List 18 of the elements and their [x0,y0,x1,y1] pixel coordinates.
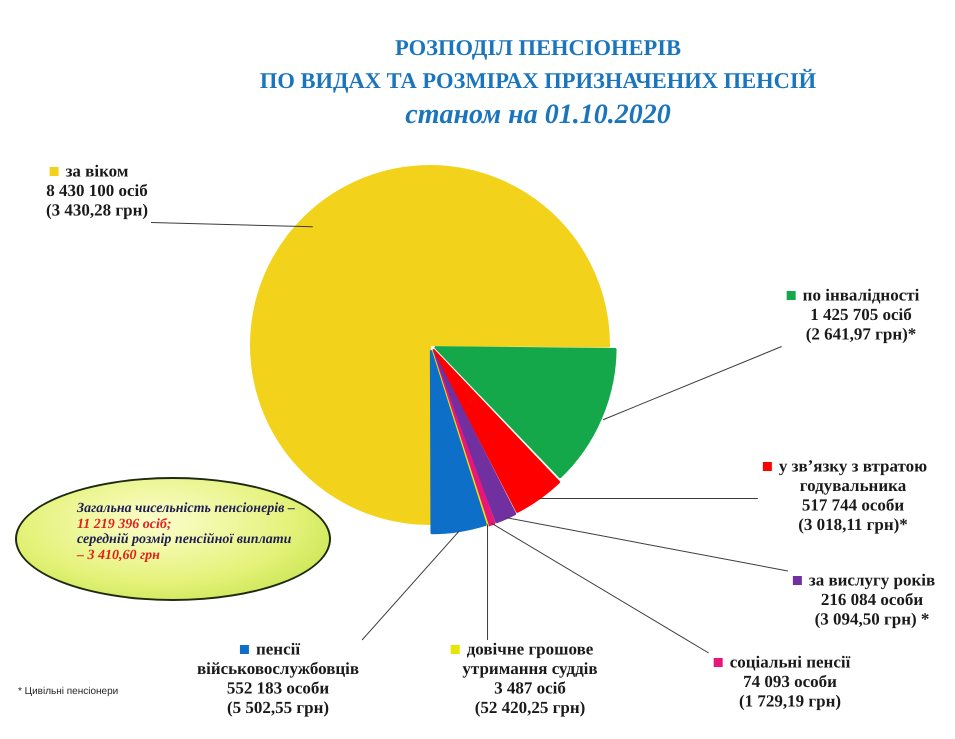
text: * Цивільні пенсіонери [18,686,118,697]
legend-label: довічне грошове утримання суддів [462,640,598,678]
data-label: 74 093 особи (1 729,19 грн) [738,672,842,710]
data-label: 517 744 особи (3 018,11 грн)* [798,496,908,534]
ellipse-callout: Загальна чисельність пенсіонерів – 11 219 396 осіб; середній розмір пенсійної виплати – 3 410,60 грн [15,477,331,601]
data-label: 552 183 особи (5 502,55 грн) [226,678,330,717]
data-label: 216 084 особи (3 094,50 грн) * [814,590,930,628]
data-label: 1 425 705 осіб (2 641,97 грн)* [806,305,916,344]
legend-label: у зв’язку з втратою годувальника [778,456,928,495]
legend-label: пенсії військовослужбовців [196,640,360,678]
legend-label: за віком [66,162,129,180]
data-label: 8 430 100 осіб (3 430,28 грн) [46,181,148,220]
chart-title: РОЗПОДІЛ ПЕНСІОНЕРІВ ПО ВИДАХ ТА РОЗМІРАХ ПРИЗНАЧЕНИХ ПЕНСІЙ [260,35,817,93]
chart-subtitle: станом на 01.10.2020 [405,99,671,130]
legend-label: по інвалідності [802,286,920,304]
legend-label: соціальні пенсії [730,652,851,672]
data-label: 3 487 осіб (52 420,25 грн) [474,678,586,717]
legend-label: за вислугу років [808,570,936,590]
